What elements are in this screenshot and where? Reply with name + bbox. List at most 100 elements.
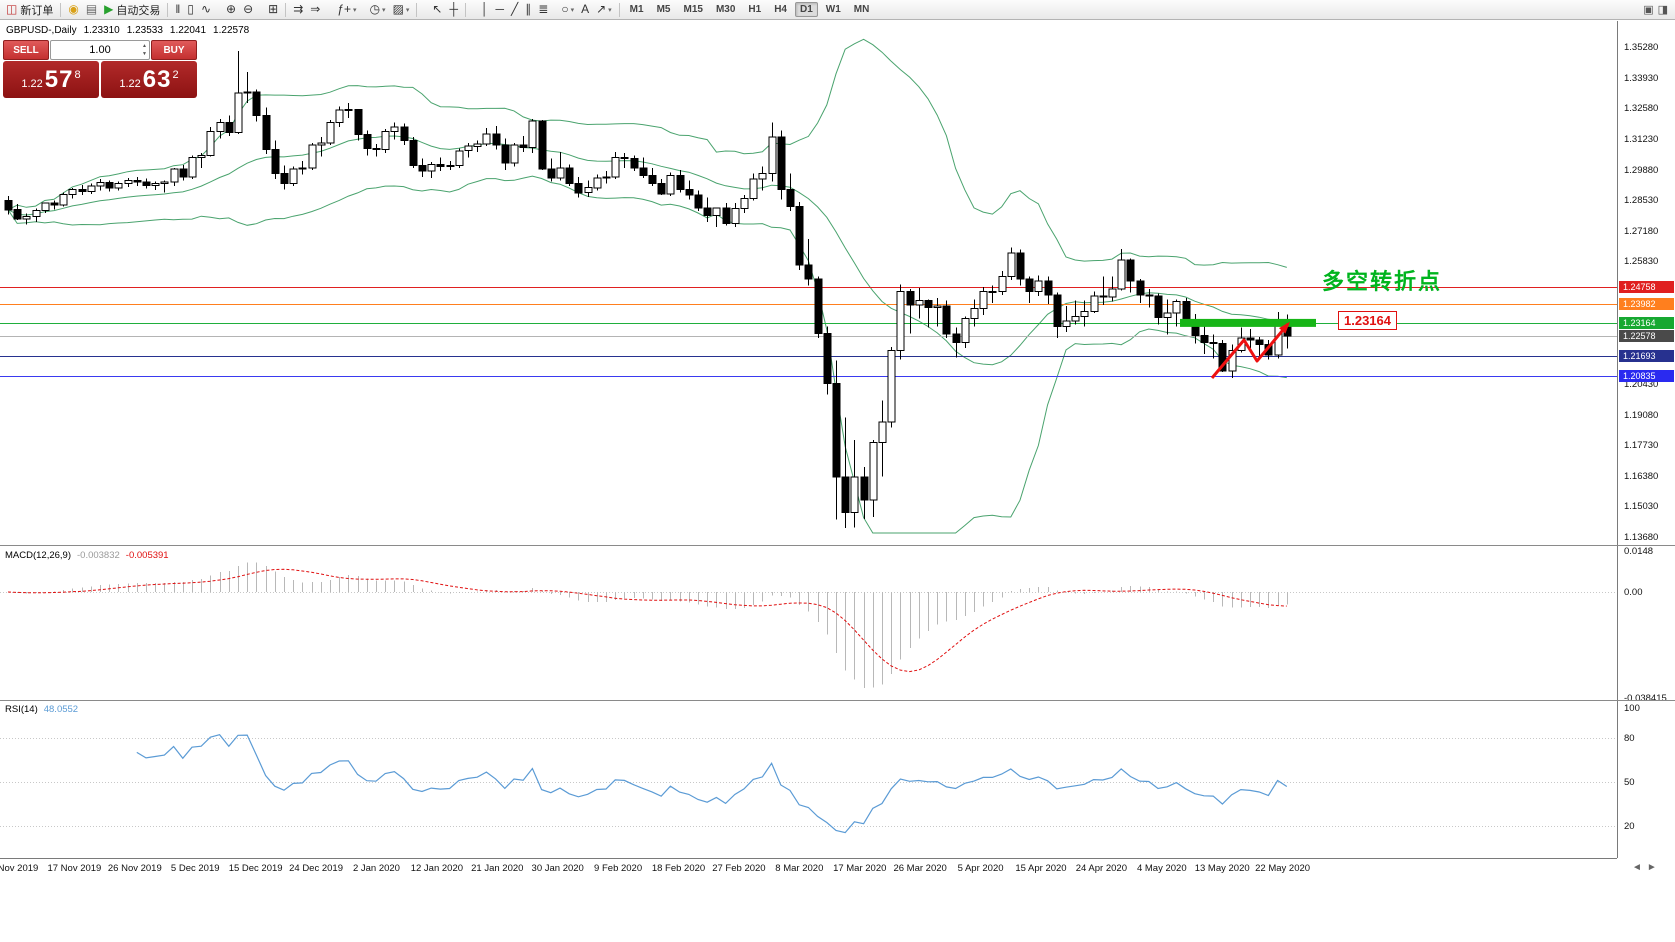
chart-shift-icon[interactable]: ⇒ [307,1,323,18]
candle [188,157,197,178]
candle [1099,295,1108,298]
timeframe-w1[interactable]: W1 [825,4,841,15]
time-axis[interactable]: 7 Nov 2019 17 Nov 2019 26 Nov 2019 5 Dec 20… [0,858,1617,883]
auto-scroll-icon[interactable]: ⇉ [290,1,306,18]
price-tick-label: 1.35280 [1624,42,1659,53]
timeframe-h4[interactable]: H4 [774,4,787,15]
dropdown-caret-icon[interactable]: ▾ [382,6,386,14]
candle [225,121,234,134]
candle [869,441,878,501]
new-order-button[interactable]: ◫ 新订单 [3,1,56,18]
dropdown-caret-icon[interactable]: ▾ [405,6,410,14]
rsi-pane-canvas[interactable] [0,701,1617,857]
timeframe-d1[interactable]: D1 [794,2,818,17]
bollinger-upper-line [7,38,1287,268]
resistance-price-label[interactable]: 1.23164 [1338,311,1397,330]
timeframe-mn[interactable]: MN [853,4,870,15]
candle [758,172,767,180]
date-label: 30 Jan 2020 [531,863,584,874]
chart-window-icon[interactable]: ▣ [1643,4,1654,16]
date-label: 5 Apr 2020 [957,863,1004,874]
price-chart-canvas[interactable] [0,21,1617,545]
candle [602,176,611,179]
timeframe-m5[interactable]: M5 [656,4,671,15]
volume-value[interactable]: 1.00 [89,44,111,56]
fibonacci-icon[interactable]: ≣ [535,1,551,18]
horizontal-line-icon[interactable]: ─ [493,1,508,18]
crosshair-icon[interactable]: ┼ [446,1,461,18]
one-click-trading-panel: SELL 1.00 ▲ ▼ BUY 1.22 57 8 1.22 63 2 [3,40,197,98]
scroll-begin-icon[interactable]: ◄ [1632,862,1642,873]
buy-price-display[interactable]: 1.22 63 2 [101,61,197,98]
candle [13,209,22,220]
sell-button[interactable]: SELL [3,40,49,60]
line-chart-type-icon[interactable]: ∿ [198,1,214,18]
pane-splitter[interactable] [0,545,1675,546]
rsi-scale-label: 50 [1624,777,1635,788]
timeframe-h1[interactable]: H1 [748,4,762,15]
data-window-icon[interactable]: ▤ [83,1,100,18]
zoom-in-icon[interactable]: ⊕ [223,1,239,18]
cursor-icon: ↖ [432,2,443,16]
toolbar-right-group: ▣ ◨ [1643,3,1672,16]
price-tag: 1.23982 [1619,298,1674,311]
arrows-icon: ↗ [596,2,607,16]
pane-splitter[interactable] [0,700,1675,701]
arrows-icon[interactable]: ↗ ▾ [593,1,615,18]
candle [1126,259,1135,282]
candle [1108,288,1117,298]
timeframe-m1[interactable]: M1 [629,4,644,15]
resistance-band[interactable] [1180,318,1316,327]
buy-button[interactable]: BUY [151,40,197,60]
autotrade-button[interactable]: ▶ 自动交易 [101,1,163,18]
scroll-end-icon[interactable]: ► [1646,862,1657,873]
candle [896,290,905,351]
vertical-line-icon[interactable]: │ [478,1,492,18]
crosshair-icon: ┼ [449,2,458,16]
timeframe-m15[interactable]: M15 [683,4,703,15]
indicators-icon[interactable]: ƒ+ ▾ [334,1,359,18]
templates-icon[interactable]: ▨ ▾ [390,1,413,18]
candle [795,205,804,266]
channel-icon[interactable]: ∥ [522,1,534,18]
periods-icon[interactable]: ◷ ▾ [367,1,389,18]
trend-arrow-annotation[interactable] [1210,323,1290,379]
text-label-icon[interactable]: A [578,1,592,18]
templates-icon: ▨ [392,2,404,16]
mql5-community-icon[interactable]: ◉ [65,1,81,18]
macd-pane-canvas[interactable] [0,547,1617,699]
price-scale[interactable]: 1.35280 1.33930 1.32580 1.31230 1.29880 1.285… [1617,21,1675,858]
spin-up-icon[interactable]: ▲ [142,43,147,49]
dropdown-caret-icon[interactable]: ▾ [353,6,357,14]
tile-windows-icon[interactable]: ⊞ [265,1,281,18]
candle [1209,342,1218,345]
dropdown-caret-icon[interactable]: ▾ [608,6,612,14]
dropdown-caret-icon[interactable]: ▾ [570,6,575,14]
sell-price-display[interactable]: 1.22 57 8 [3,61,99,98]
candle [593,177,602,189]
bar-chart-type-icon[interactable]: ‖ [172,1,183,18]
candle [749,178,758,199]
docking-icon[interactable]: ◨ [1657,4,1668,16]
spin-down-icon[interactable]: ▼ [142,51,147,57]
candle [694,194,703,209]
zoom-out-icon[interactable]: ⊖ [240,1,256,18]
high-value: 1.23533 [126,25,163,36]
timeframe-m30[interactable]: M30 [715,4,736,15]
candle [565,167,574,185]
cursor-icon[interactable]: ↖ [429,1,445,18]
candle [850,476,859,514]
volume-spin-buttons[interactable]: ▲ ▼ [142,42,147,58]
candle [1200,335,1209,343]
shapes-icon[interactable]: ○ ▾ [558,1,577,18]
candle [556,167,565,179]
fibonacci-icon: ≣ [538,2,549,16]
volume-stepper[interactable]: 1.00 ▲ ▼ [50,40,150,60]
price-tick-label: 1.32580 [1624,103,1659,115]
autotrade-play-icon: ▶ [104,2,114,16]
buy-price-point: 2 [172,68,179,81]
price-tag: 1.24758 [1619,280,1674,293]
tile-windows-icon: ⊞ [268,2,279,16]
candlestick-chart-type-icon[interactable]: ▯ [184,1,197,18]
trendline-icon[interactable]: ╱ [508,1,521,18]
